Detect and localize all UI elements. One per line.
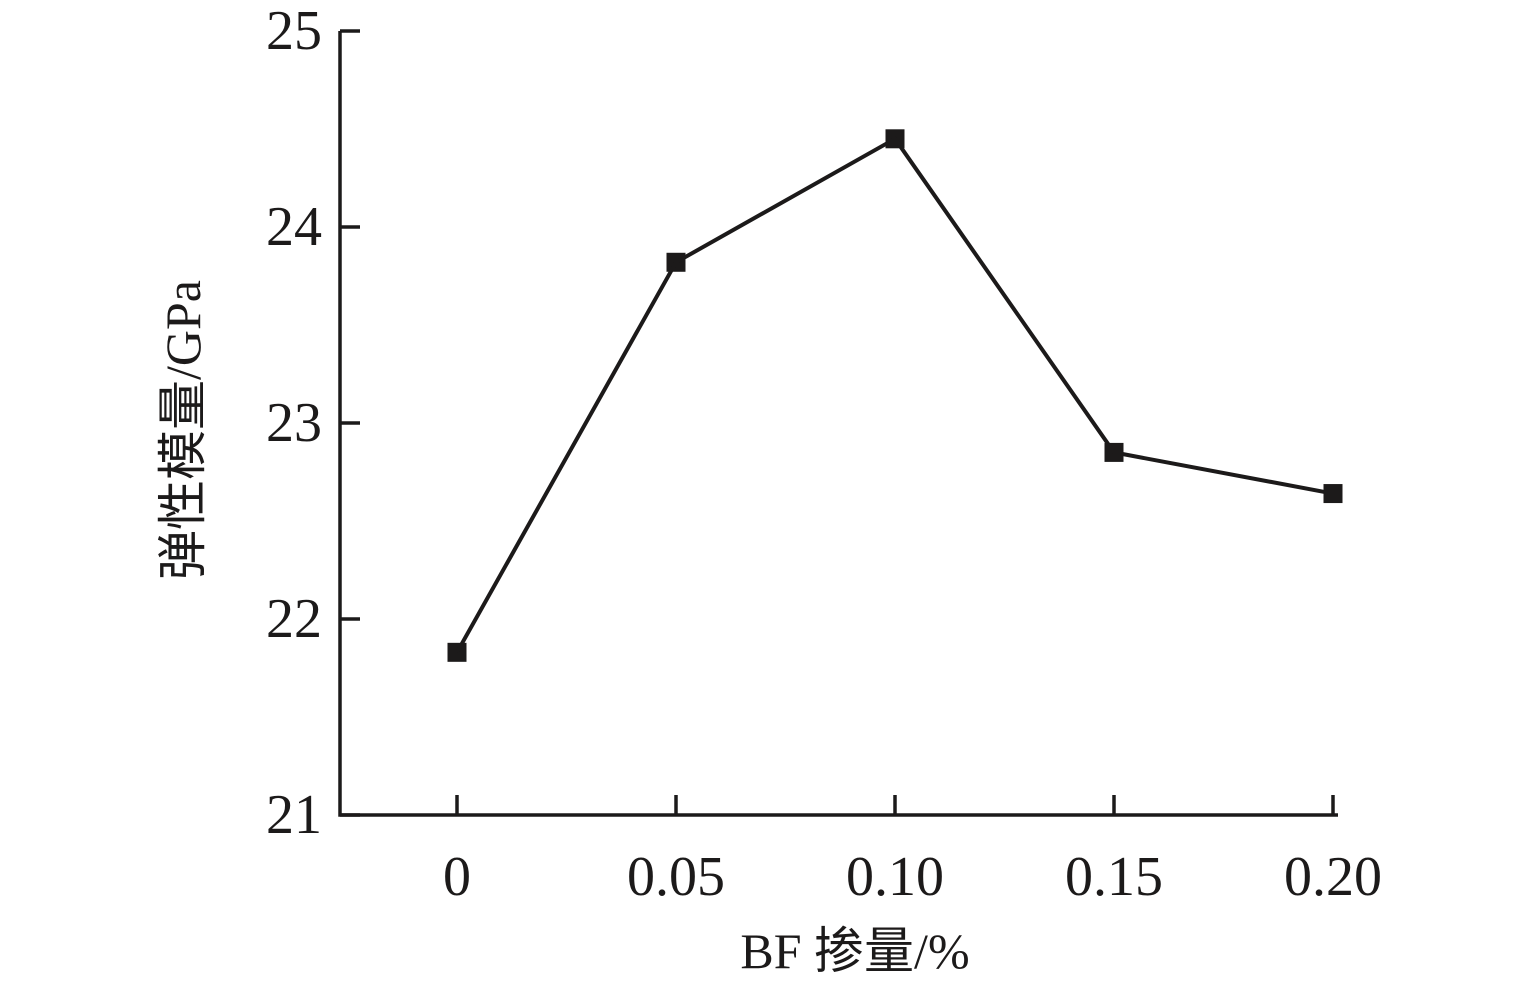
data-line — [455, 136, 1334, 654]
x-tick-label: 0.10 — [846, 846, 944, 908]
x-tick-label: 0 — [443, 846, 471, 908]
y-tick-label: 21 — [266, 784, 322, 846]
y-tick-label: 25 — [266, 0, 322, 62]
x-tick-label: 0.15 — [1065, 846, 1163, 908]
x-tick-label: 0.05 — [627, 846, 725, 908]
x-tick-label: 0.20 — [1284, 846, 1382, 908]
x-axis-label: BF 掺量/% — [740, 923, 969, 979]
y-axis-label: 弹性模量/GPa — [155, 280, 211, 580]
y-tick-label: 24 — [266, 196, 322, 258]
y-tick-label: 22 — [266, 588, 322, 650]
y-tick-label: 23 — [266, 392, 322, 454]
axis-frame — [338, 31, 1338, 817]
